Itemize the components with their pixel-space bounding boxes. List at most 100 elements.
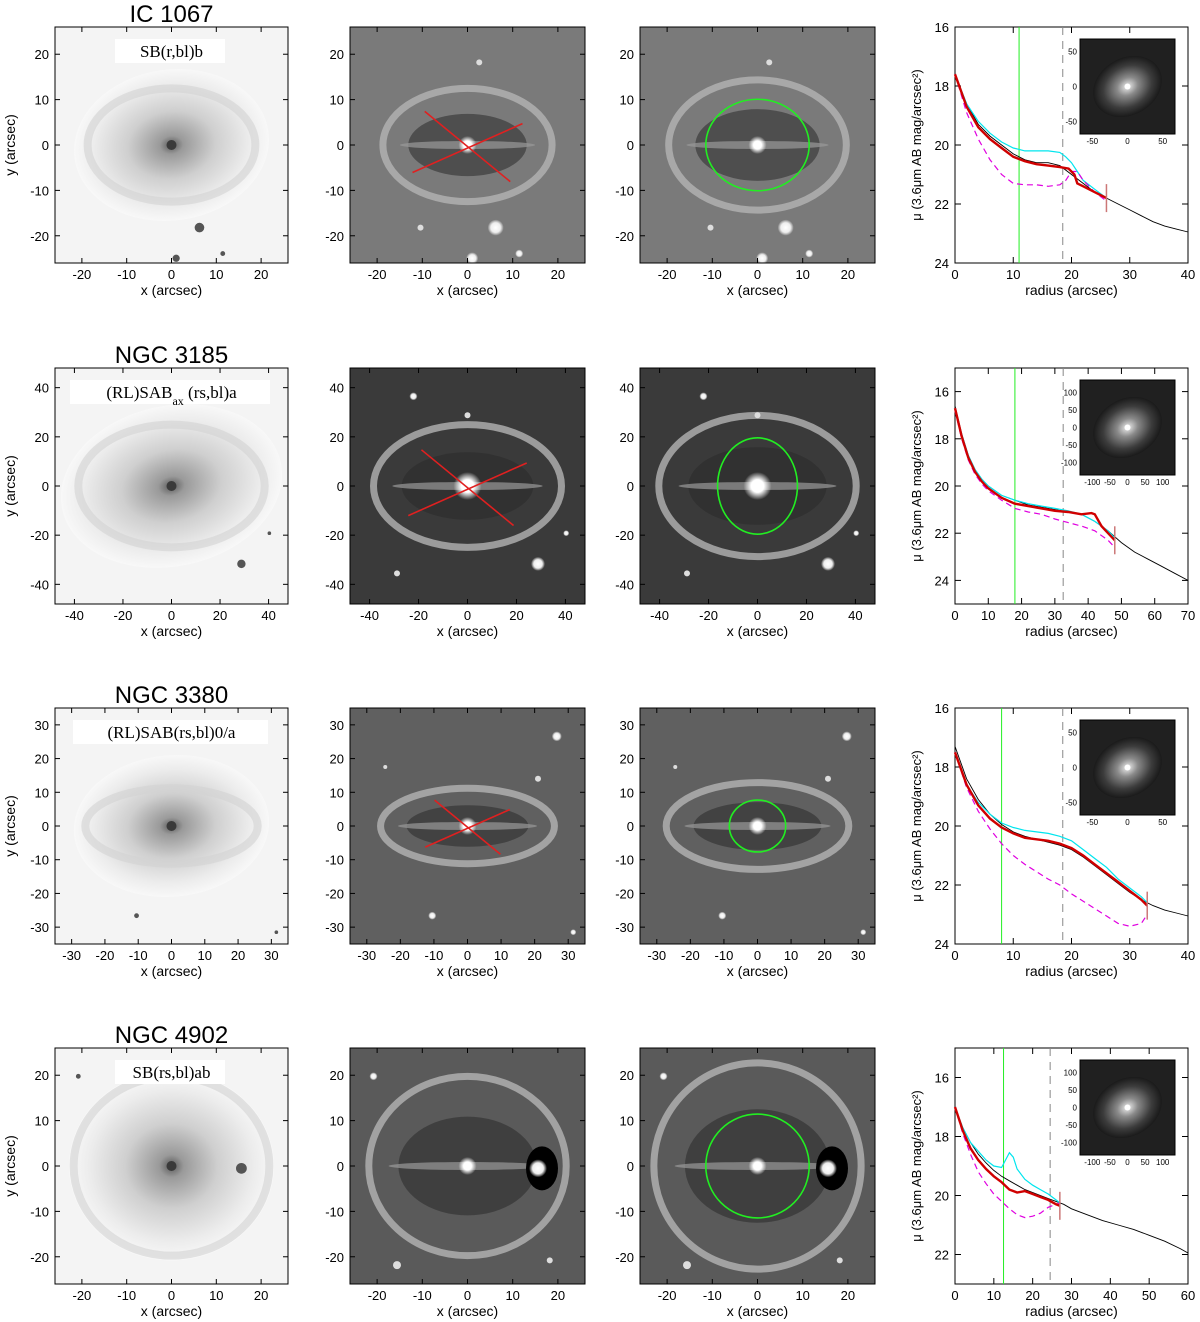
image-panel-xtick-label: 10	[198, 948, 212, 963]
image-panel-ytick-label: 20	[35, 47, 49, 62]
unsharp-star-small	[394, 570, 400, 577]
unsharp-panel-xtick-label: 20	[817, 948, 831, 963]
profile-xtick-label: 40	[1103, 1288, 1117, 1303]
unsharp-panel-xtick-label: 10	[505, 267, 519, 282]
unsharp-panel-ytick-label: -20	[325, 1250, 344, 1265]
unsharp-ring	[365, 1072, 570, 1260]
unsharp-star	[531, 556, 545, 571]
inset-nucleus	[1124, 424, 1131, 431]
inset-xtick-label: -100	[1084, 478, 1101, 487]
unsharp-core	[748, 1157, 767, 1175]
image-panel-ytick-label: -20	[30, 886, 49, 901]
image-panel-xtick-label: -20	[72, 267, 91, 282]
morphology-label-box	[115, 1060, 225, 1084]
inset-xtick-label: 50	[1141, 478, 1150, 487]
unsharp-panel-ytick-label: -40	[325, 577, 344, 592]
image-panel-xtick-label: -10	[117, 267, 136, 282]
unsharp-panel-ytick-label: 10	[620, 93, 634, 108]
inset-xtick-label: -50	[1104, 478, 1116, 487]
profile-xtick-label: 20	[1014, 608, 1028, 623]
profile-ytick-label: 16	[935, 385, 949, 400]
unsharp-panel-xtick-label: 0	[464, 267, 471, 282]
profile-ytick-label: 16	[935, 701, 949, 716]
morphology-label-box	[73, 720, 268, 744]
x-axis-label: x (arcsec)	[437, 963, 498, 979]
unsharp-panel-xtick-label: 0	[754, 1288, 761, 1303]
disk-axis-line	[434, 799, 501, 855]
unsharp-panel-xtick-label: -20	[681, 948, 700, 963]
unsharp-panel-xtick-label: 40	[558, 608, 572, 623]
profile-y-axis-label: μ (3.6μm AB mag/arcsec²)	[909, 410, 924, 562]
image-panel-ytick-label: 10	[35, 1114, 49, 1129]
inset-ytick-label: 100	[1064, 1068, 1078, 1077]
bar-axis-line	[424, 808, 511, 848]
x-axis-label: x (arcsec)	[141, 623, 202, 639]
image-panel-xtick-label: 30	[264, 948, 278, 963]
image-panel-xtick-label: 0	[168, 948, 175, 963]
unsharp-star-small	[836, 1257, 843, 1264]
image-panel-xtick-label: 20	[254, 1288, 268, 1303]
unsharp-ring	[379, 84, 556, 206]
profile-xtick-label: 50	[1142, 1288, 1156, 1303]
unsharp-panel-xtick-label: 0	[754, 948, 761, 963]
disk-axis-line	[424, 110, 511, 183]
image-panel-xtick-label: 10	[209, 267, 223, 282]
inset-ytick-label: -50	[1065, 1121, 1077, 1130]
image-panel-ytick-label: 40	[35, 381, 49, 396]
unsharp-star-small	[825, 775, 831, 782]
foreground-star	[75, 1073, 81, 1079]
image-panel-ytick-label: 10	[35, 93, 49, 108]
unsharp-panel-xtick-label: 0	[464, 1288, 471, 1303]
x-axis-label: x (arcsec)	[727, 282, 788, 298]
unsharp-panel-xtick-label: -10	[413, 1288, 432, 1303]
inset-xtick-label: -50	[1104, 1158, 1116, 1167]
inset-ytick-label: 0	[1073, 764, 1078, 773]
unsharp-deprojected-panel: -40 -40 -20 -20 0 0 20 20 40 40 x (arcsec)	[615, 367, 876, 639]
inset-xtick-label: 0	[1125, 818, 1130, 827]
unsharp-panel-ytick-label: -10	[615, 853, 634, 868]
disk-axis-line	[420, 449, 515, 527]
unsharp-panel-xtick-label: 20	[799, 608, 813, 623]
unsharp-star-small	[754, 412, 761, 419]
x-axis-label: x (arcsec)	[437, 1303, 498, 1319]
profile-ytick-label: 24	[935, 937, 949, 952]
unsharp-panel-xtick-label: 10	[784, 948, 798, 963]
y-axis-label: y (arcsec)	[2, 455, 18, 516]
unsharp-star-small	[684, 570, 690, 577]
x-axis-label: x (arcsec)	[437, 282, 498, 298]
galaxy-nucleus	[166, 481, 177, 491]
unsharp-panel-ytick-label: 10	[330, 785, 344, 800]
profile-xtick-label: 20	[1064, 267, 1078, 282]
profile-xtick-label: 50	[1114, 608, 1128, 623]
y-axis-label: y (arcsec)	[2, 114, 18, 175]
inset-ytick-label: -50	[1065, 441, 1077, 450]
profile-xtick-label: 30	[1048, 608, 1062, 623]
unsharp-star-bright	[529, 1159, 547, 1178]
unsharp-panel: -20 -20 -10 -10 0 0 10 10 20 20 x (arcsec)	[325, 1047, 586, 1319]
image-panel: -30 -30 -20 -20 -10 -10 0 0 10 10 20 20 30 30 NGC 3380…	[2, 682, 289, 979]
image-panel-xtick-label: -20	[72, 1288, 91, 1303]
unsharp-core	[748, 136, 767, 154]
image-panel-xtick-label: 20	[231, 948, 245, 963]
unsharp-star-small	[707, 224, 714, 231]
foreground-star	[274, 930, 279, 934]
galaxy-row-1: -40 -40 -20 -20 0 0 20 20 40 40 NGC 3185 (RL)SABax …	[2, 342, 1195, 639]
profile-ytick-label: 22	[935, 1248, 949, 1263]
galaxy-name: NGC 3185	[115, 342, 228, 369]
profile-xtick-label: 30	[1123, 267, 1137, 282]
unsharp-core	[458, 1157, 477, 1175]
unsharp-star-small	[546, 1257, 553, 1264]
morphology-subscript: ax	[172, 394, 183, 408]
barlens-ellipse	[716, 437, 799, 535]
profile-xtick-label: 0	[951, 1288, 958, 1303]
profile-series-black	[954, 1106, 1189, 1254]
unsharp-star-small	[393, 1261, 401, 1270]
profile-series-red	[953, 1106, 1061, 1207]
unsharp-panel-ytick-label: 0	[337, 479, 344, 494]
unsharp-star-small	[417, 224, 424, 231]
image-panel-xtick-label: 40	[261, 608, 275, 623]
image-panel-xtick-label: 0	[168, 267, 175, 282]
profile-y-axis-label: μ (3.6μm AB mag/arcsec²)	[909, 69, 924, 221]
unsharp-panel-xtick-label: -20	[658, 267, 677, 282]
unsharp-panel-ytick-label: -10	[615, 183, 634, 198]
